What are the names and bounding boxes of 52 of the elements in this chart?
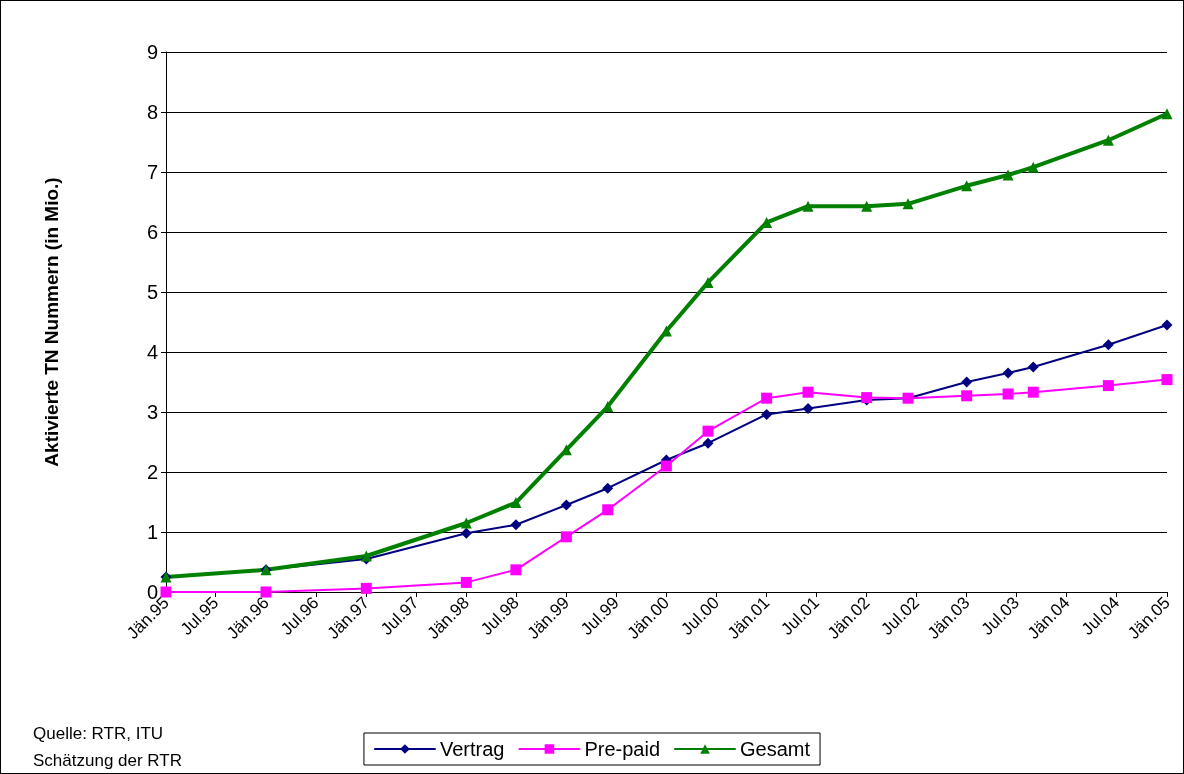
point [961,376,973,388]
point [460,527,472,539]
point [761,392,773,404]
point [702,437,714,449]
point [802,402,814,414]
y-tick-label: 5 [146,281,158,303]
point [510,564,522,576]
point [1027,386,1039,398]
point [802,200,814,212]
point [1161,374,1173,386]
point [260,586,272,598]
y-tick-label: 4 [146,341,158,363]
point [861,200,873,212]
legend-label: Vertrag [439,738,505,760]
point [1002,388,1014,400]
point [560,499,572,511]
point [460,576,472,588]
text: Schätzung der RTR [33,751,182,770]
point [961,390,973,402]
point [1161,108,1173,120]
point [961,180,973,192]
source-note: Quelle: RTR, ITU [33,724,164,743]
point [602,482,614,494]
point [1102,134,1114,146]
point [761,408,773,420]
y-tick-label: 3 [146,401,158,423]
legend-label: Pre-paid [584,738,661,760]
point [1002,367,1014,379]
y-tick-label: 2 [146,461,158,483]
point [802,386,814,398]
point [1102,339,1114,351]
point [1102,380,1114,392]
y-tick-label: 1 [146,521,158,543]
point [510,497,522,509]
point [560,531,572,543]
legend-label: Gesamt [740,738,811,760]
point [360,582,372,594]
y-tick-label: 7 [146,161,158,183]
point [602,504,614,516]
point [660,460,672,472]
y-axis-title: Aktivierte TN Nummern (in Mio.) [41,177,62,467]
point [1002,169,1014,181]
point [1027,361,1039,373]
point [902,198,914,210]
point [1161,319,1173,331]
point [460,517,472,529]
point [1027,161,1039,173]
point [702,425,714,437]
y-tick-label: 6 [146,221,158,243]
y-tick-label: 9 [146,41,158,63]
point [510,519,522,531]
y-tick-label: 8 [146,101,158,123]
